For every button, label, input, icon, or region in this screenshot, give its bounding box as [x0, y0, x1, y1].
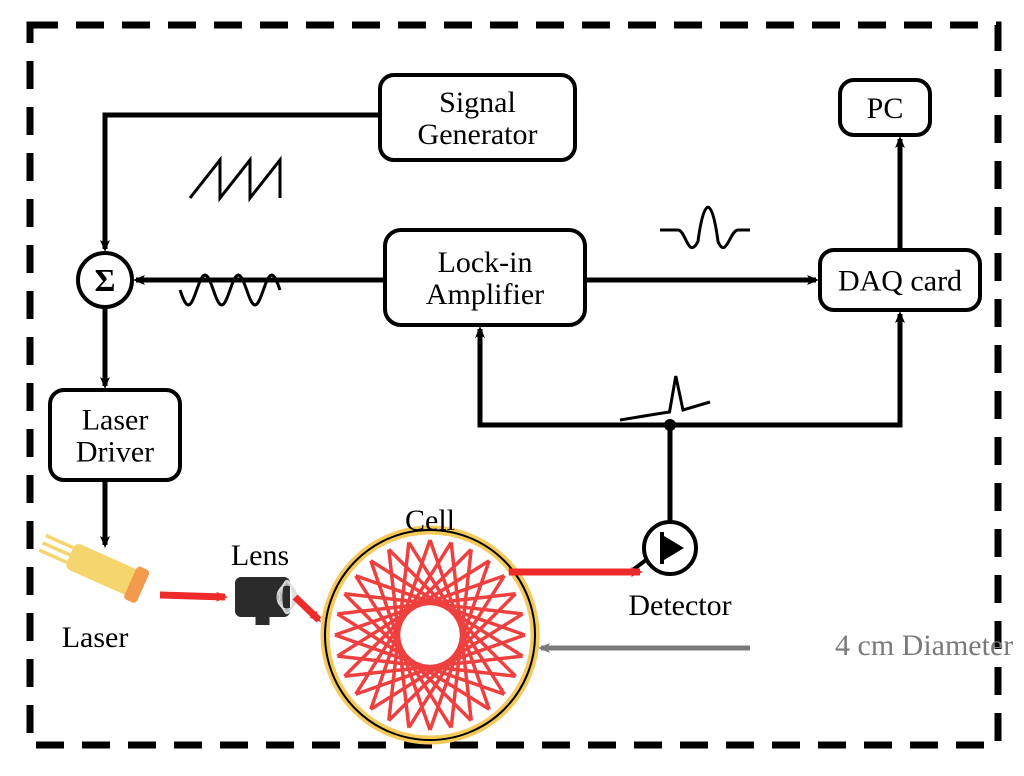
- pc-box-label: PC: [867, 92, 904, 125]
- signal-generator-box-label: Signal: [439, 86, 516, 119]
- laser-icon: [35, 526, 150, 604]
- sawtooth-wave-icon: [190, 160, 280, 198]
- lens-icon: [235, 577, 297, 625]
- daq-card-box-label: DAQ card: [838, 265, 962, 298]
- laser-driver-box-label: Driver: [76, 436, 154, 469]
- laser-driver-box-label: Laser: [82, 403, 149, 436]
- signal-generator-box-label: Generator: [418, 118, 538, 151]
- lock-in-amplifier-box-label: Amplifier: [426, 278, 544, 311]
- spike-wave-icon: [620, 376, 710, 420]
- svg-text:Σ: Σ: [95, 262, 116, 298]
- lens-label: Lens: [231, 539, 289, 572]
- cell-label: Cell: [405, 504, 455, 537]
- cell-icon: [325, 530, 535, 740]
- derivative-wave-icon: [660, 207, 750, 247]
- lock-in-amplifier-box-label: Lock-in: [438, 246, 533, 279]
- laser-label: Laser: [62, 621, 129, 654]
- detector-label: Detector: [628, 589, 731, 622]
- diameter-annotation: 4 cm Diameter: [835, 629, 1013, 662]
- detector-icon: [630, 514, 696, 574]
